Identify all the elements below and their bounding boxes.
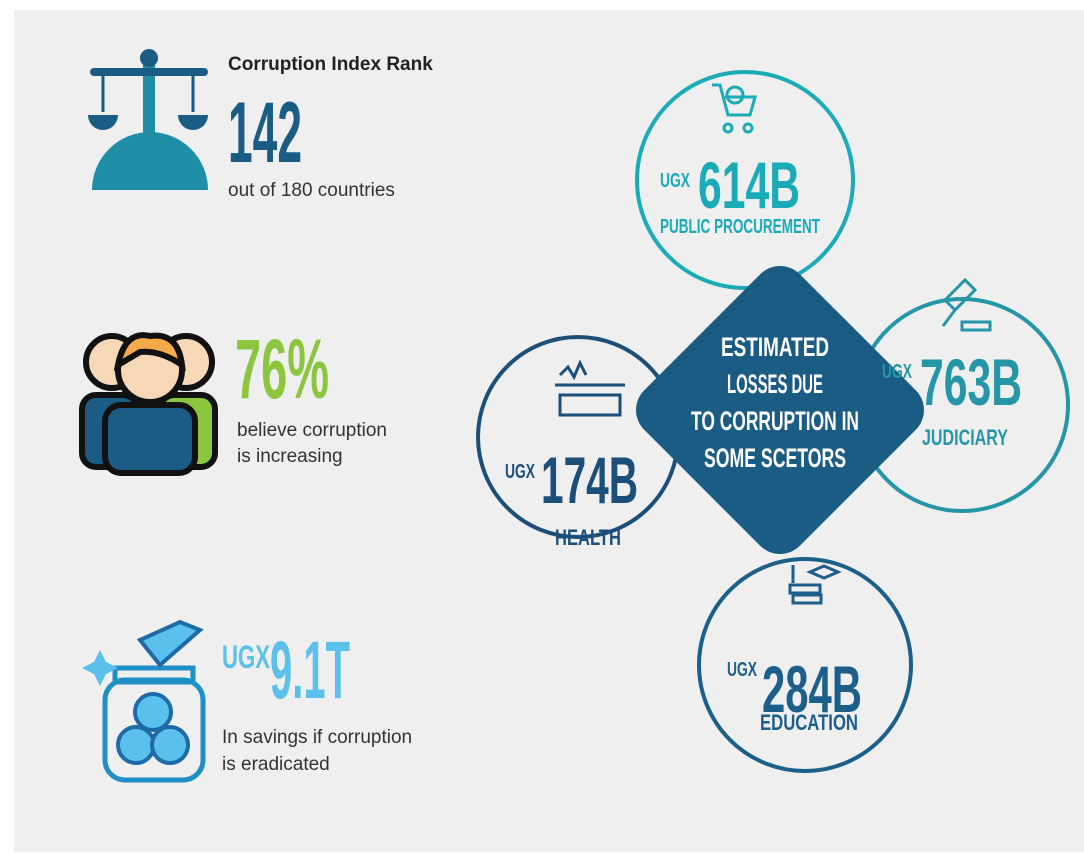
sector-label: HEALTH (555, 525, 621, 550)
sector-currency: UGX (882, 361, 912, 383)
page: Corruption Index Rank 142 out of 180 cou… (0, 0, 1084, 868)
stat-caption: In savings if corruption (222, 727, 412, 748)
scales-icon (88, 49, 208, 190)
stat-value: 76% (235, 322, 329, 416)
sector-label: EDUCATION (760, 710, 858, 735)
stat-value: 9.1T (270, 625, 350, 716)
sector-label: PUBLIC PROCUREMENT (660, 216, 820, 238)
infographic: Corruption Index Rank 142 out of 180 cou… (0, 0, 1084, 868)
stat-currency: UGX (222, 639, 270, 675)
sector-amount: 174B (541, 443, 638, 517)
sector-amount: 614B (698, 148, 800, 222)
stat-caption: out of 180 countries (228, 180, 395, 201)
sector-currency: UGX (727, 659, 757, 681)
people-icon (82, 335, 215, 473)
sector-amount: 763B (920, 345, 1022, 419)
center-text: ESTIMATED (721, 332, 829, 362)
sector-currency: UGX (505, 461, 535, 483)
sector-label: JUDICIARY (922, 425, 1008, 450)
stat-title: Corruption Index Rank (228, 54, 433, 75)
center-text: LOSSES DUE (727, 369, 823, 399)
stat-value: 142 (228, 85, 302, 181)
stat-caption: believe corruption (237, 420, 387, 441)
stat-caption: is eradicated (222, 754, 330, 775)
sector-currency: UGX (660, 170, 690, 192)
stat-caption: is increasing (237, 446, 343, 467)
center-text: SOME SCETORS (704, 443, 846, 473)
center-text: TO CORRUPTION IN (691, 406, 859, 436)
